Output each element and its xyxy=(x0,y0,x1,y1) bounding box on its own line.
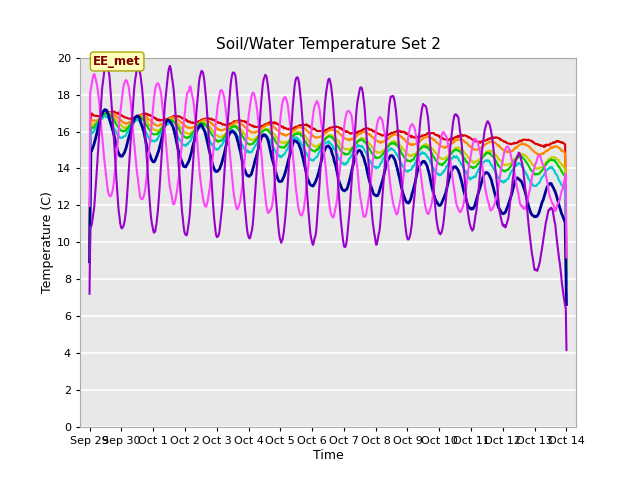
-16cm xyxy=(400,129,408,134)
+32cm xyxy=(218,87,225,93)
-2cm xyxy=(193,125,200,131)
+16cm xyxy=(144,147,152,153)
-2cm xyxy=(563,270,570,276)
+32cm xyxy=(400,169,408,175)
+2cm xyxy=(218,138,225,144)
Line: +2cm: +2cm xyxy=(90,113,566,277)
+8cm xyxy=(400,165,408,170)
-8cm xyxy=(108,109,115,115)
-16cm xyxy=(563,255,570,261)
+2cm xyxy=(94,120,102,125)
+32cm xyxy=(86,203,93,209)
+16cm xyxy=(94,125,102,131)
-2cm xyxy=(104,110,111,116)
-2cm xyxy=(218,134,225,140)
+16cm xyxy=(86,259,93,264)
+32cm xyxy=(386,180,394,186)
X-axis label: Time: Time xyxy=(312,449,344,462)
-16cm xyxy=(193,119,200,124)
+16cm xyxy=(101,107,109,112)
+64cm xyxy=(86,291,93,297)
+8cm xyxy=(86,249,93,255)
+2cm xyxy=(102,110,110,116)
+16cm xyxy=(218,160,225,166)
-16cm xyxy=(386,131,394,137)
Line: -2cm: -2cm xyxy=(90,113,566,273)
+2cm xyxy=(86,245,93,251)
+16cm xyxy=(193,130,200,135)
-8cm xyxy=(400,136,408,142)
-8cm xyxy=(563,260,570,266)
+2cm xyxy=(144,125,152,131)
Line: +8cm: +8cm xyxy=(90,116,566,284)
+64cm xyxy=(563,347,570,353)
+8cm xyxy=(193,126,200,132)
+32cm xyxy=(90,71,98,77)
+32cm xyxy=(193,128,200,133)
+64cm xyxy=(102,62,110,68)
Line: +32cm: +32cm xyxy=(90,74,566,257)
+2cm xyxy=(193,125,200,131)
+64cm xyxy=(386,97,394,103)
-8cm xyxy=(193,122,200,128)
-16cm xyxy=(86,235,93,241)
+32cm xyxy=(95,96,102,101)
-16cm xyxy=(109,108,117,114)
-2cm xyxy=(86,242,93,248)
-16cm xyxy=(218,120,225,126)
-8cm xyxy=(386,134,394,140)
+64cm xyxy=(400,210,408,216)
-8cm xyxy=(144,116,152,122)
+8cm xyxy=(144,133,152,139)
-2cm xyxy=(94,119,102,124)
-16cm xyxy=(94,113,102,119)
Y-axis label: Temperature (C): Temperature (C) xyxy=(41,192,54,293)
+32cm xyxy=(144,161,152,167)
Line: +16cm: +16cm xyxy=(90,109,566,304)
-16cm xyxy=(144,112,152,118)
+64cm xyxy=(144,173,152,179)
+2cm xyxy=(563,274,570,280)
+2cm xyxy=(386,141,394,147)
Line: -8cm: -8cm xyxy=(90,112,566,263)
+8cm xyxy=(94,120,102,126)
-8cm xyxy=(218,128,225,133)
Line: +64cm: +64cm xyxy=(90,65,566,350)
+8cm xyxy=(563,281,570,287)
+8cm xyxy=(101,113,109,119)
-2cm xyxy=(400,147,408,153)
-2cm xyxy=(386,141,394,146)
+16cm xyxy=(400,193,408,199)
+64cm xyxy=(94,145,102,151)
+16cm xyxy=(563,301,570,307)
+64cm xyxy=(193,110,200,116)
-2cm xyxy=(144,120,152,126)
+16cm xyxy=(386,154,394,159)
+64cm xyxy=(218,210,225,216)
Title: Soil/Water Temperature Set 2: Soil/Water Temperature Set 2 xyxy=(216,37,440,52)
Line: -16cm: -16cm xyxy=(90,111,566,258)
+8cm xyxy=(386,146,394,152)
-8cm xyxy=(86,240,93,245)
Text: EE_met: EE_met xyxy=(93,55,141,68)
-8cm xyxy=(94,117,102,123)
+32cm xyxy=(563,254,570,260)
+8cm xyxy=(218,143,225,149)
+2cm xyxy=(400,154,408,159)
